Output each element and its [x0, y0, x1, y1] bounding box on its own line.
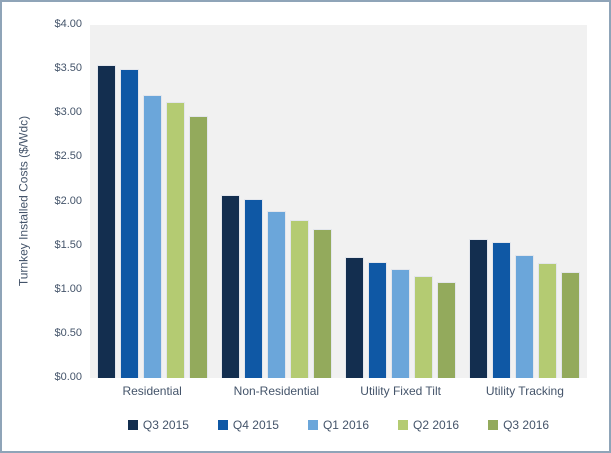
- bar-q2-2016-non-residential: [289, 220, 309, 378]
- bar-q1-2016-utility-tracking: [515, 255, 535, 378]
- legend-item-q4-2015: Q4 2015: [217, 418, 279, 432]
- legend-swatch-icon: [398, 420, 409, 430]
- category-label-residential: Residential: [122, 384, 182, 398]
- bar-group-utility-tracking: [463, 25, 587, 378]
- y-tick-label: $4.00: [54, 18, 82, 30]
- legend-item-q1-2016: Q1 2016: [307, 418, 370, 432]
- y-tick-label: $1.00: [54, 282, 82, 295]
- bar-q2-2016-utility-fixed-tilt: [414, 275, 434, 378]
- bar-q4-2015-residential: [119, 69, 139, 378]
- bar-q3-2016-utility-fixed-tilt: [437, 281, 457, 378]
- bar-group-utility-fixed-tilt: [339, 25, 463, 378]
- bar-q3-2016-utility-tracking: [561, 272, 581, 378]
- bar-q4-2015-utility-tracking: [492, 242, 512, 378]
- y-tick-label: $3.50: [54, 62, 82, 75]
- bar-q3-2015-residential: [96, 64, 116, 378]
- legend-label: Q3 2016: [503, 418, 550, 432]
- bar-q4-2015-utility-fixed-tilt: [368, 261, 388, 378]
- y-tick-label: $0.50: [54, 326, 82, 339]
- bar-group-non-residential: [214, 25, 338, 378]
- legend-item-q3-2016: Q3 2016: [488, 418, 549, 432]
- legend-item-q2-2016: Q2 2016: [398, 418, 459, 432]
- legend-swatch-icon: [127, 420, 138, 430]
- legend-swatch-icon: [307, 420, 318, 430]
- y-tick-label: $0.00: [54, 371, 82, 383]
- legend-item-q3-2015: Q3 2015: [127, 418, 189, 432]
- legend-label: Q1 2016: [322, 418, 370, 432]
- plot-area: [90, 25, 587, 378]
- bar-q4-2015-non-residential: [243, 198, 263, 378]
- y-tick-label: $2.00: [54, 194, 82, 207]
- legend-swatch-icon: [217, 420, 228, 430]
- legend-label: Q4 2015: [232, 418, 279, 432]
- bar-q3-2015-non-residential: [220, 195, 240, 378]
- bar-q3-2015-utility-tracking: [469, 238, 489, 378]
- category-label-utility-fixed-tilt: Utility Fixed Tilt: [360, 384, 441, 398]
- x-axis-labels: Residential Non-Residential Utility Fixed …: [90, 384, 587, 398]
- bar-q1-2016-non-residential: [266, 211, 286, 378]
- bar-q2-2016-residential: [165, 101, 185, 378]
- bar-q2-2016-utility-tracking: [538, 263, 558, 378]
- y-axis-ticks: $4.00 $3.50 $3.00 $2.50 $2.00 $1.50 $1.00 $0.50…: [2, 18, 82, 383]
- bar-q3-2016-residential: [188, 115, 208, 378]
- bar-group-residential: [90, 25, 214, 378]
- category-label-non-residential: Non-Residential: [233, 384, 320, 398]
- y-tick-label: $2.50: [54, 150, 82, 163]
- bar-q3-2015-utility-fixed-tilt: [345, 257, 365, 378]
- bar-q1-2016-residential: [142, 94, 162, 378]
- bar-q1-2016-utility-fixed-tilt: [391, 268, 411, 378]
- category-label-utility-tracking: Utility Tracking: [485, 384, 564, 398]
- legend-swatch-icon: [488, 420, 499, 430]
- y-tick-label: $1.50: [54, 238, 82, 251]
- bar-q3-2016-non-residential: [312, 228, 332, 378]
- legend-label: Q3 2015: [142, 418, 189, 432]
- legend: Q3 2015 Q4 2015 Q1 2016 Q2 2016 Q3 2016: [90, 418, 587, 432]
- legend-label: Q2 2016: [413, 418, 460, 432]
- y-tick-label: $3.00: [54, 106, 82, 119]
